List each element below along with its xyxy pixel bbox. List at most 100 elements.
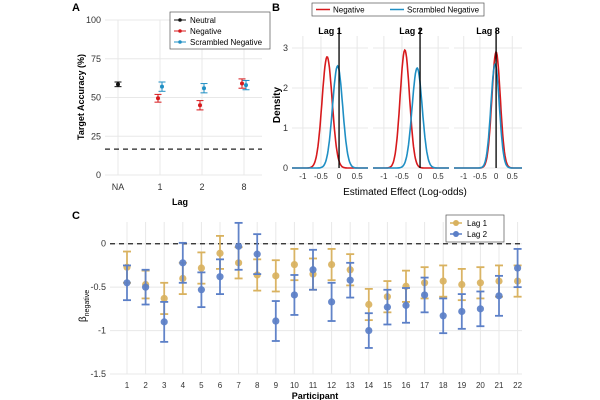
panel-b-xtick-label: -1 bbox=[299, 172, 307, 181]
panel-c-point bbox=[439, 312, 447, 320]
panel-a-xtick-label: 8 bbox=[241, 182, 246, 192]
panel-b-ylabel: Density bbox=[272, 87, 283, 124]
panel-c-point bbox=[514, 264, 522, 272]
panel-c-ytick-label: -1 bbox=[98, 326, 106, 336]
panel-c-xtick-label: 2 bbox=[143, 381, 148, 390]
panel-a-legend-key-point bbox=[178, 18, 182, 22]
panel-a-ytick-label: 100 bbox=[86, 15, 101, 25]
panel-b-xtick-label: -1 bbox=[380, 172, 388, 181]
panel-a-ytick-label: 25 bbox=[91, 131, 101, 141]
panel-a-point bbox=[160, 84, 164, 89]
panel-a-point bbox=[240, 81, 244, 86]
panel-c-xtick-label: 8 bbox=[255, 381, 260, 390]
panel-c-point bbox=[142, 283, 150, 291]
panel-c-xtick-label: 22 bbox=[513, 381, 522, 390]
panel-b-density-curve bbox=[373, 67, 449, 169]
panel-a-legend-label: Neutral bbox=[190, 16, 216, 25]
panel-c-xtick-label: 19 bbox=[457, 381, 466, 390]
panel-c-xlabel: Participant bbox=[292, 391, 339, 400]
panel-b-density-curve bbox=[373, 48, 449, 169]
panel-c-point bbox=[216, 249, 224, 257]
panel-c-xtick-label: 10 bbox=[290, 381, 299, 390]
panel-c-point bbox=[421, 291, 429, 299]
panel-b-legend: Negative Scrambled Negative bbox=[311, 2, 485, 17]
panel-c-legend-key-point bbox=[453, 231, 459, 237]
panel-b-ytick-label: 3 bbox=[283, 43, 288, 53]
panel-label-a: A bbox=[72, 2, 80, 14]
panel-b-xtick-label: 0 bbox=[337, 172, 342, 181]
panel-c-xtick-label: 18 bbox=[439, 381, 448, 390]
panel-c-legend: Lag 1 Lag 2 bbox=[445, 214, 505, 243]
panel-c-point bbox=[309, 266, 317, 274]
panel-a-point bbox=[156, 96, 160, 101]
panel-c-ylabel-sub: negative bbox=[84, 290, 91, 317]
panel-c-xtick-label: 3 bbox=[162, 381, 167, 390]
panel-a-xtick-label: NA bbox=[112, 182, 125, 192]
panel-c-point bbox=[290, 291, 298, 299]
panel-b-xtick-label: -0.5 bbox=[395, 172, 409, 181]
panel-c-point bbox=[328, 260, 336, 269]
panel-c-xtick-label: 14 bbox=[364, 381, 373, 390]
panel-b-xtick-label: 0 bbox=[494, 172, 499, 181]
panel-a-ylabel: Target Accuracy (%) bbox=[76, 54, 86, 140]
panel-label-c: C bbox=[72, 210, 80, 222]
panel-c-point bbox=[197, 286, 205, 294]
panel-b-legend-label: Negative bbox=[333, 6, 365, 15]
panel-a-point bbox=[198, 103, 202, 108]
panel-b-xlabel: Estimated Effect (Log-odds) bbox=[343, 187, 467, 198]
panel-c-point bbox=[290, 260, 298, 269]
panel-c-point bbox=[365, 300, 373, 309]
panel-c-xtick-label: 7 bbox=[236, 381, 241, 390]
panel-c-point bbox=[439, 277, 447, 285]
panel-a-legend-box bbox=[169, 11, 271, 50]
panel-b-legend-label: Scrambled Negative bbox=[407, 6, 480, 15]
panel-b-xtick-label: -0.5 bbox=[314, 172, 328, 181]
panel-c-legend-box bbox=[445, 214, 505, 243]
panel-c-ytick-label: -0.5 bbox=[90, 282, 106, 292]
panel-c-point bbox=[458, 307, 466, 316]
panel-c-ylabel: βnegative bbox=[78, 290, 91, 322]
panel-c-xtick-label: 9 bbox=[274, 381, 279, 390]
panel-c-point bbox=[328, 298, 336, 306]
panel-b-facet: -1 -0.5 0 0.5 Lag 8 bbox=[454, 26, 522, 181]
panel-a-legend-label: Scrambled Negative bbox=[190, 38, 263, 47]
panel-c-point bbox=[476, 279, 484, 287]
panel-c-xtick-label: 13 bbox=[346, 381, 355, 390]
panel-c-point bbox=[383, 303, 391, 311]
panel-c-legend-label: Lag 2 bbox=[467, 230, 488, 239]
panel-c-xtick-label: 12 bbox=[327, 381, 336, 390]
panel-b-density-curve bbox=[292, 56, 368, 169]
panel-b-facet: -1 -0.5 0 0.5 Lag 2 bbox=[373, 26, 449, 181]
panel-a-xlabel: Lag bbox=[172, 197, 188, 207]
panel-b-xtick-label: 0 bbox=[418, 172, 423, 181]
panel-b-ytick-label: 0 bbox=[283, 163, 288, 173]
panel-c: -1.5-1-0.501 2 3 4 5 6 7 8 9 10 11 12 13 14 15 16 17 18 19… bbox=[90, 214, 523, 390]
panel-c-xtick-label: 6 bbox=[218, 381, 223, 390]
panel-c-ytick-label: 0 bbox=[101, 239, 106, 249]
panel-c-xtick-label: 4 bbox=[181, 381, 186, 390]
panel-b-density-curve bbox=[292, 64, 368, 169]
panel-c-point bbox=[160, 294, 168, 303]
panel-c-point bbox=[272, 317, 280, 325]
panel-c-point bbox=[495, 292, 503, 300]
panel-a: 0 25 50 75 100 NA 1 2 8 Neutral Negative Scrambled … bbox=[86, 11, 271, 192]
panel-c-xtick-label: 17 bbox=[420, 381, 429, 390]
panel-c-xtick-label: 1 bbox=[125, 381, 130, 390]
panel-c-xtick-label: 16 bbox=[402, 381, 411, 390]
panel-a-ytick-label: 75 bbox=[91, 54, 101, 64]
panel-c-point bbox=[458, 280, 466, 289]
panel-a-legend-label: Negative bbox=[190, 27, 222, 36]
panel-b-facet-title: Lag 2 bbox=[399, 26, 423, 36]
panel-b-xtick-label: 0.5 bbox=[352, 172, 364, 181]
panel-b-ytick-label: 2 bbox=[283, 83, 288, 93]
panel-a-xtick-label: 2 bbox=[199, 182, 204, 192]
panel-b-facet: -1 -0.5 0 0.5 Lag 1 bbox=[292, 26, 368, 181]
panel-c-point bbox=[402, 301, 410, 309]
panel-c-legend-key-point bbox=[453, 220, 459, 226]
panel-a-point bbox=[202, 86, 206, 91]
panel-a-xtick-label: 1 bbox=[157, 182, 162, 192]
panel-b-xtick-label: 0.5 bbox=[433, 172, 445, 181]
panel-b-facet-title: Lag 8 bbox=[476, 26, 500, 36]
panel-c-point bbox=[197, 264, 205, 272]
